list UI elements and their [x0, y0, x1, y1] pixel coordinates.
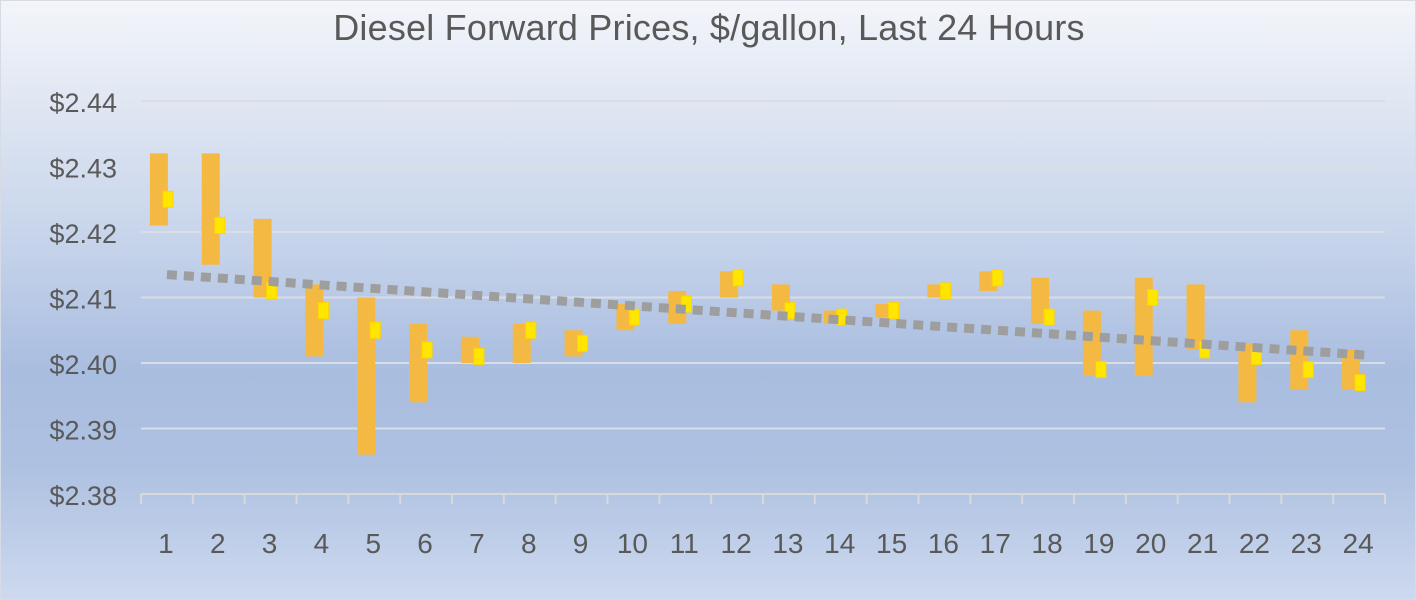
high-low-bar — [201, 153, 220, 265]
x-tick-label: 13 — [772, 528, 803, 559]
high-low-bar — [1082, 310, 1101, 377]
y-tick-label: $2.43 — [49, 154, 117, 184]
chart-title: Diesel Forward Prices, $/gallon, Last 24… — [333, 7, 1085, 48]
close-marker — [628, 308, 640, 326]
close-marker — [577, 334, 589, 352]
high-low-bar — [149, 153, 168, 226]
close-marker — [421, 341, 433, 359]
close-marker — [1095, 361, 1107, 379]
high-low-bar — [305, 284, 324, 357]
x-tick-label: 17 — [980, 528, 1011, 559]
close-marker — [1302, 361, 1314, 379]
x-tick-label: 3 — [262, 528, 278, 559]
y-tick-label: $2.42 — [49, 219, 117, 249]
close-marker — [369, 321, 381, 339]
x-tick-label: 10 — [617, 528, 648, 559]
high-low-bar — [409, 323, 428, 403]
x-tick-label: 6 — [417, 528, 433, 559]
close-marker — [939, 282, 951, 300]
y-tick-label: $2.39 — [49, 416, 117, 446]
high-low-bar — [1186, 284, 1205, 350]
close-marker — [784, 302, 796, 320]
close-marker — [680, 295, 692, 313]
close-marker — [1043, 308, 1055, 326]
close-marker — [1147, 289, 1159, 306]
x-tick-label: 11 — [670, 528, 699, 559]
x-tick-label: 9 — [573, 528, 589, 559]
close-marker — [162, 190, 174, 208]
x-tick-label: 5 — [365, 528, 381, 559]
x-tick-label: 8 — [521, 528, 537, 559]
y-tick-label: $2.38 — [49, 481, 117, 511]
x-tick-label: 20 — [1135, 528, 1166, 559]
y-tick-label: $2.41 — [49, 285, 117, 315]
x-tick-label: 2 — [210, 528, 226, 559]
x-tick-label: 23 — [1291, 528, 1322, 559]
x-tick-label: 4 — [314, 528, 330, 559]
close-marker — [1354, 374, 1366, 392]
x-tick-label: 24 — [1343, 528, 1374, 559]
trendline — [166, 270, 1368, 360]
y-tick-label: $2.44 — [49, 88, 117, 118]
high-low-bar — [357, 297, 376, 455]
x-tick-label: 21 — [1187, 528, 1218, 559]
x-tick-label: 14 — [824, 528, 855, 559]
close-marker — [214, 216, 226, 234]
x-tick-label: 18 — [1032, 528, 1063, 559]
close-marker — [525, 321, 537, 339]
close-marker — [888, 302, 900, 320]
x-tick-label: 1 — [158, 528, 174, 559]
y-tick-label: $2.40 — [49, 350, 117, 380]
close-marker — [732, 269, 744, 287]
close-marker — [317, 302, 329, 320]
x-tick-label: 12 — [721, 528, 752, 559]
x-tick-label: 22 — [1239, 528, 1270, 559]
close-marker — [473, 347, 485, 365]
close-marker — [991, 269, 1003, 287]
x-tick-label: 16 — [928, 528, 959, 559]
x-tick-label: 19 — [1083, 528, 1114, 559]
x-tick-label: 15 — [876, 528, 907, 559]
high-low-bar — [1290, 330, 1309, 390]
x-tick-label: 7 — [469, 528, 485, 559]
